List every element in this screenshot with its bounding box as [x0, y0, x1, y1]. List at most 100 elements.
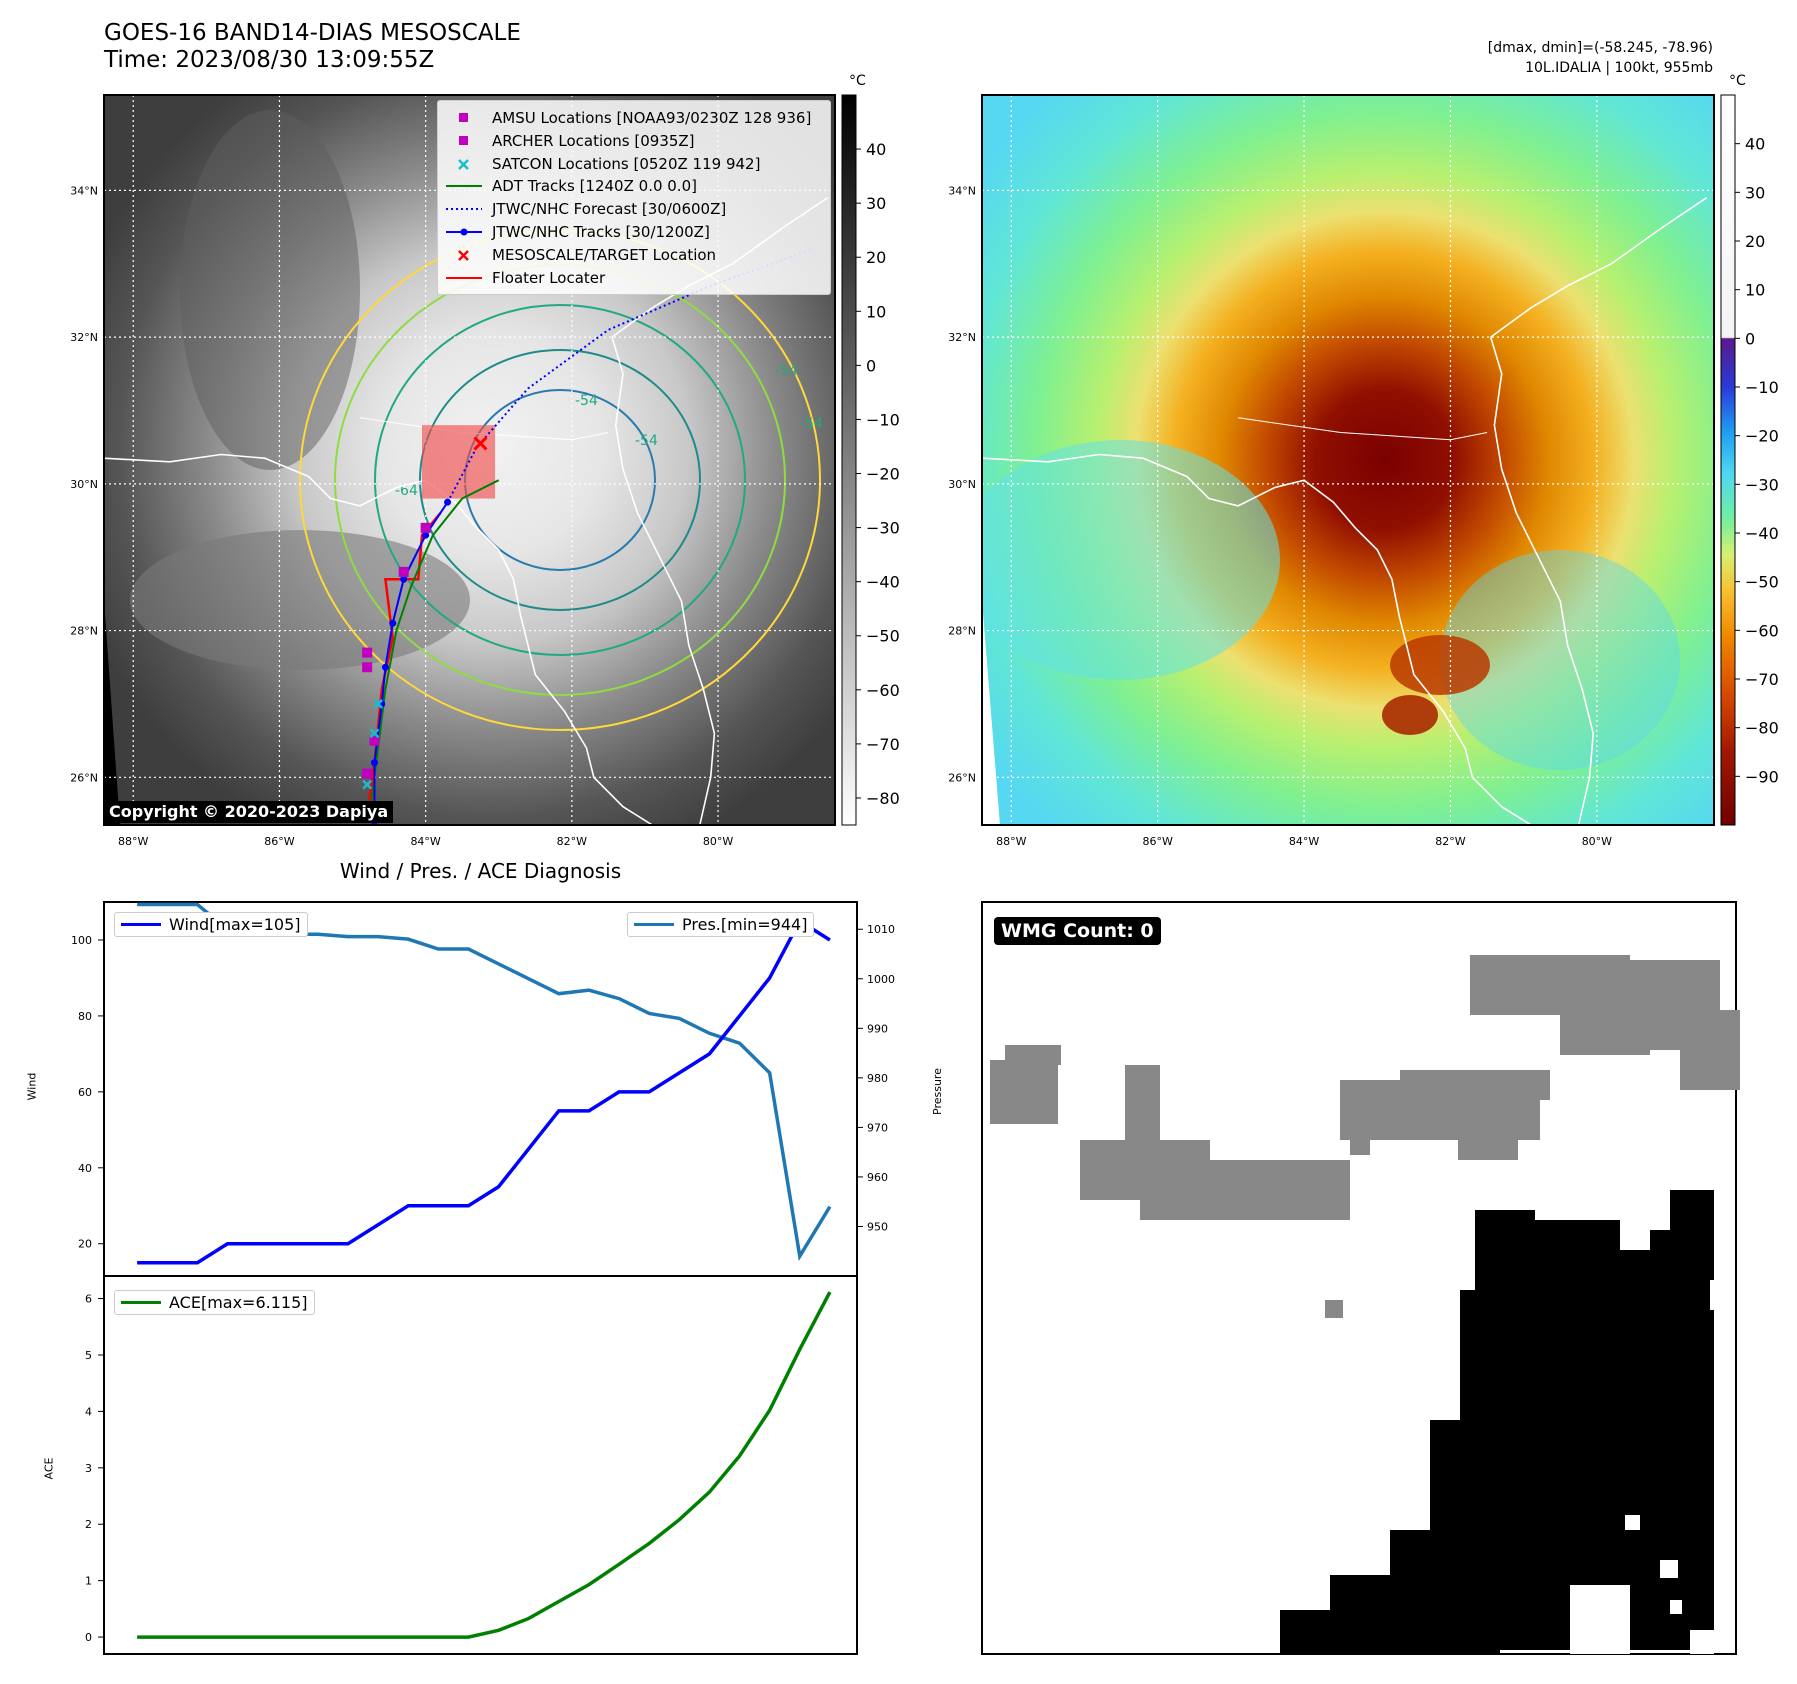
legend-swatch — [458, 158, 469, 170]
lat-tick-label: 32°N — [70, 331, 98, 344]
wmg-gray-block — [1458, 1130, 1518, 1160]
pres-tick-label: 970 — [867, 1121, 888, 1134]
ace-axis-label: ACE — [42, 1457, 56, 1480]
contour-label: -54 — [635, 433, 658, 449]
legend-x — [458, 249, 469, 261]
amsu-marker — [362, 768, 373, 779]
colorbar-color — [1720, 94, 1736, 826]
wmg-mask — [990, 955, 1740, 1654]
contour-ring — [374, 304, 746, 656]
jtwc-track-point — [381, 663, 389, 671]
ace-tick-label: 5 — [85, 1349, 92, 1362]
colorbar-tick-label: −70 — [1745, 670, 1779, 689]
legend-swatch — [446, 208, 482, 211]
legend-item: AMSU Locations [NOAA93/0230Z 128 936] — [444, 107, 811, 129]
wmg-gray-block — [1480, 970, 1520, 1010]
lat-tick-label: 34°N — [948, 184, 976, 197]
legend-label: AMSU Locations [NOAA93/0230Z 128 936] — [492, 109, 812, 127]
wmg-gray-block — [1325, 1300, 1343, 1318]
pres-tick-label: 950 — [867, 1220, 888, 1233]
wmg-hole — [1570, 1585, 1630, 1654]
legend-item: JTWC/NHC Forecast [30/0600Z] — [444, 198, 726, 220]
storm-info: 10L.IDALIA | 100kt, 955mb — [1525, 60, 1713, 76]
pres-tick-label: 990 — [867, 1022, 888, 1035]
pres-tick-label: 1010 — [867, 923, 895, 936]
lat-tick-label: 32°N — [948, 331, 976, 344]
ace-series-line — [137, 1291, 832, 1639]
pres-tick-label: 1000 — [867, 973, 895, 986]
colorbar-tick-label: −40 — [866, 573, 900, 592]
colorbar-tick-label: −30 — [866, 519, 900, 538]
legend-label: ARCHER Locations [0935Z] — [492, 131, 695, 150]
legend-item: Floater Locater — [444, 267, 605, 289]
colorbar-tick-label: 30 — [1745, 183, 1765, 202]
contour-label: -54 — [800, 416, 823, 432]
legend-square — [459, 113, 468, 122]
lon-tick-label: 86°W — [1142, 835, 1172, 848]
wmg-black-block — [1460, 1290, 1500, 1654]
colorbar-tick-label: 40 — [1745, 135, 1765, 154]
lon-tick-label: 88°W — [996, 835, 1026, 848]
colorbar-tick-label: −70 — [866, 735, 900, 754]
target-marker — [473, 436, 488, 451]
pressure-series-line — [137, 902, 832, 1262]
wmg-gray-block — [1005, 1045, 1061, 1065]
wmg-gray-block — [1400, 1070, 1550, 1100]
jtwc-track-point — [370, 759, 378, 767]
pres-legend: Pres.[min=944] — [627, 912, 815, 937]
coastline — [104, 453, 653, 825]
satcon-marker — [362, 779, 373, 790]
legend-swatch — [459, 113, 468, 122]
colorbar-tick-label: −60 — [1745, 621, 1779, 640]
colorbar-tick-label: 30 — [866, 194, 886, 213]
lon-tick-label: 80°W — [703, 835, 733, 848]
ace-tick-label: 1 — [85, 1575, 92, 1588]
lat-tick-label: 34°N — [70, 184, 98, 197]
legend-item: MESOSCALE/TARGET Location — [444, 244, 716, 266]
lon-tick-label: 82°W — [1435, 835, 1465, 848]
wmg-black-block — [1650, 1230, 1710, 1650]
lon-tick-label: 84°W — [410, 835, 440, 848]
pres-tick-label: 980 — [867, 1072, 888, 1085]
pressure-axis-label: Pressure — [930, 1068, 944, 1115]
legend-swatch — [446, 228, 482, 236]
wind-axis-label: Wind — [25, 1072, 39, 1101]
legend-label: Floater Locater — [492, 268, 606, 287]
state-border — [359, 417, 609, 441]
colorbar-tick-label: 10 — [1745, 281, 1765, 300]
colorbar-tick-label: 0 — [1745, 329, 1755, 348]
wind-legend: Wind[max=105] — [114, 912, 308, 937]
legend-swatch — [446, 185, 482, 188]
lat-tick-label: 26°N — [70, 771, 98, 784]
wind-legend-swatch — [121, 923, 161, 926]
lat-tick-label: 26°N — [948, 771, 976, 784]
jtwc-track-point — [444, 498, 452, 506]
legend-label: JTWC/NHC Forecast [30/0600Z] — [492, 200, 727, 219]
map-legend: AMSU Locations [NOAA93/0230Z 128 936] ARC… — [437, 100, 831, 295]
legend-item: SATCON Locations [0520Z 119 942] — [444, 153, 760, 175]
mesoscale-target-box — [421, 425, 496, 499]
lon-tick-label: 84°W — [1289, 835, 1319, 848]
ace-legend-label: ACE[max=6.115] — [169, 1293, 308, 1312]
colorbar-tick-label: 20 — [1745, 232, 1765, 251]
colorbar-tick-label: 40 — [866, 140, 886, 159]
wmg-hole — [1660, 1560, 1678, 1578]
wmg-count-badge: WMG Count: 0 — [994, 917, 1161, 945]
legend-label: JTWC/NHC Tracks [30/1200Z] — [492, 223, 710, 241]
wmg-hole — [1625, 1515, 1640, 1530]
wind-tick-label: 40 — [78, 1162, 92, 1175]
wind-tick-label: 60 — [78, 1086, 92, 1099]
colorbar-right-unit: °C — [1729, 73, 1746, 89]
wmg-gray-block — [990, 1060, 1058, 1124]
jtwc-track-point — [389, 619, 397, 627]
enhanced-ir-map — [982, 95, 1714, 825]
colorbar-tick-label: −50 — [866, 627, 900, 646]
wmg-gray-block — [1125, 1065, 1160, 1145]
lon-tick-label: 82°W — [557, 835, 587, 848]
legend-item: JTWC/NHC Tracks [30/1200Z] — [444, 221, 710, 243]
wind-tick-label: 100 — [71, 934, 92, 947]
legend-item: ARCHER Locations [0935Z] — [444, 130, 695, 152]
pres-legend-swatch — [634, 923, 674, 926]
state-border — [1238, 417, 1488, 441]
